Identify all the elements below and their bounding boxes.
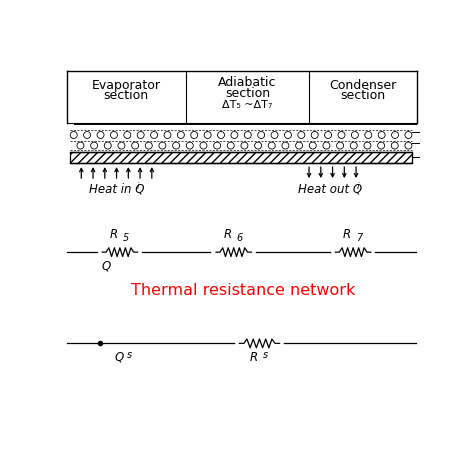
Circle shape	[309, 142, 316, 149]
Circle shape	[218, 131, 225, 138]
Circle shape	[255, 142, 262, 149]
Text: R: R	[343, 228, 351, 241]
Text: Evaporator: Evaporator	[92, 79, 161, 92]
Circle shape	[173, 142, 180, 149]
Circle shape	[311, 131, 318, 138]
Circle shape	[83, 131, 91, 138]
Text: Condenser: Condenser	[329, 79, 397, 92]
Circle shape	[337, 142, 344, 149]
Circle shape	[244, 131, 251, 138]
Text: Q: Q	[114, 351, 124, 364]
Circle shape	[186, 142, 193, 149]
Circle shape	[241, 142, 248, 149]
Circle shape	[110, 131, 118, 138]
Text: R: R	[110, 228, 118, 241]
Circle shape	[70, 131, 77, 138]
Text: section: section	[104, 90, 149, 102]
Bar	[70, 152, 412, 163]
Text: Q: Q	[101, 259, 110, 273]
Circle shape	[271, 131, 278, 138]
Text: R: R	[250, 351, 258, 364]
Circle shape	[298, 131, 305, 138]
Text: i: i	[137, 182, 139, 191]
Circle shape	[151, 131, 157, 138]
Circle shape	[104, 142, 111, 149]
Text: ΔT₅ ~ΔT₇: ΔT₅ ~ΔT₇	[222, 100, 273, 110]
Circle shape	[177, 131, 184, 138]
Circle shape	[191, 131, 198, 138]
Text: Adiabatic: Adiabatic	[218, 76, 277, 89]
Circle shape	[378, 142, 384, 149]
Circle shape	[268, 142, 275, 149]
Text: section: section	[341, 90, 386, 102]
Circle shape	[325, 131, 332, 138]
Circle shape	[137, 131, 144, 138]
Circle shape	[77, 142, 84, 149]
Text: section: section	[225, 87, 270, 100]
Circle shape	[227, 142, 234, 149]
Circle shape	[323, 142, 330, 149]
Circle shape	[296, 142, 302, 149]
Text: Heat out Q: Heat out Q	[298, 183, 362, 196]
Circle shape	[405, 142, 412, 149]
Circle shape	[365, 131, 372, 138]
Circle shape	[132, 142, 138, 149]
Circle shape	[164, 131, 171, 138]
Text: i: i	[356, 182, 359, 191]
Circle shape	[124, 131, 131, 138]
Circle shape	[146, 142, 152, 149]
Circle shape	[392, 131, 399, 138]
Circle shape	[204, 131, 211, 138]
Circle shape	[214, 142, 220, 149]
Circle shape	[118, 142, 125, 149]
Circle shape	[91, 142, 98, 149]
Circle shape	[231, 131, 238, 138]
Text: 7: 7	[356, 233, 362, 243]
Text: 5: 5	[123, 233, 129, 243]
Circle shape	[351, 131, 358, 138]
Circle shape	[391, 142, 398, 149]
Text: R: R	[224, 228, 232, 241]
Text: 6: 6	[237, 233, 243, 243]
Text: s: s	[263, 350, 268, 360]
Circle shape	[284, 131, 292, 138]
Circle shape	[364, 142, 371, 149]
Text: Thermal resistance network: Thermal resistance network	[131, 283, 355, 298]
Text: s: s	[127, 350, 132, 360]
Circle shape	[405, 131, 412, 138]
Circle shape	[97, 131, 104, 138]
Circle shape	[350, 142, 357, 149]
Circle shape	[378, 131, 385, 138]
Text: Heat in Q: Heat in Q	[89, 183, 144, 196]
Circle shape	[200, 142, 207, 149]
Circle shape	[338, 131, 345, 138]
Circle shape	[159, 142, 166, 149]
Circle shape	[258, 131, 264, 138]
Circle shape	[282, 142, 289, 149]
